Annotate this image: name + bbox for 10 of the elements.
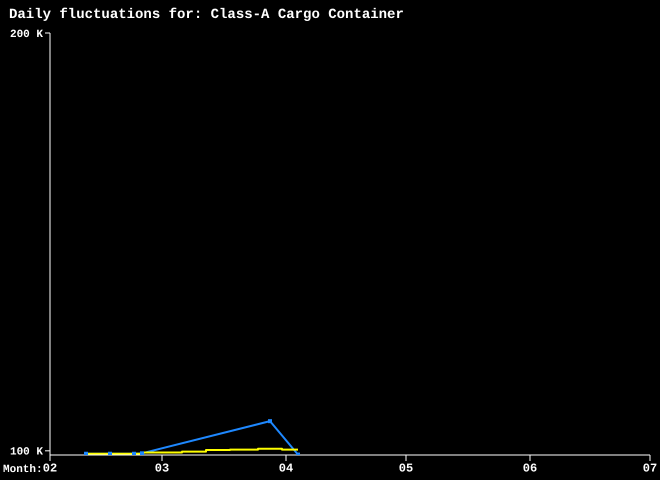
x-tick-label: 03: [154, 462, 170, 476]
x-tick-label: 02: [42, 462, 58, 476]
y-tick-label: 100 K: [10, 446, 44, 459]
x-tick-label: 05: [398, 462, 414, 476]
y-tick-label: 200 K: [10, 28, 44, 41]
x-tick-label: 07: [642, 462, 658, 476]
x-tick-label: 06: [522, 462, 538, 476]
chart-title: Daily fluctuations for: Class-A Cargo Container: [9, 7, 404, 23]
x-tick-label: 04: [278, 462, 294, 476]
x-axis-title: Month:: [3, 464, 43, 476]
